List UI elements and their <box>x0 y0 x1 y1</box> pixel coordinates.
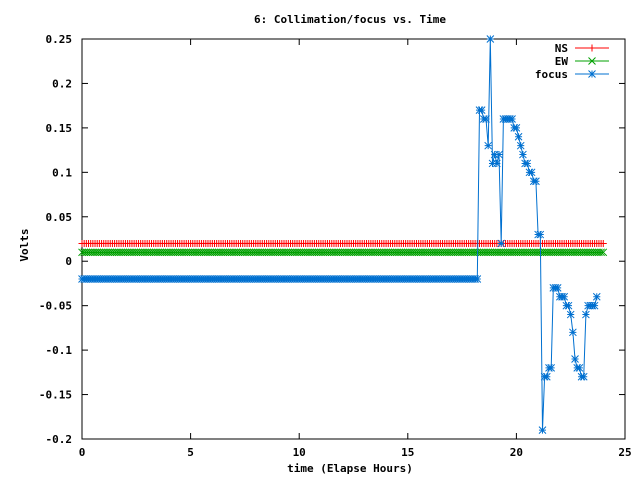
data-point-focus <box>560 292 569 301</box>
data-point-focus <box>590 301 599 310</box>
data-point-focus <box>488 159 497 168</box>
x-tick-label: 10 <box>293 446 306 459</box>
y-tick-label: 0 <box>65 255 72 268</box>
y-tick-label: -0.1 <box>46 344 73 357</box>
chart-title: 6: Collimation/focus vs. Time <box>254 13 446 26</box>
data-point-focus <box>512 124 521 132</box>
data-point-focus <box>482 115 490 123</box>
legend-label-ns: NS <box>555 42 568 55</box>
data-point-focus <box>523 159 532 168</box>
data-point-focus <box>571 355 579 363</box>
data-point-focus <box>579 372 588 381</box>
plot-area: -0.2 -0.15 -0.1 -0.05 0 0.05 0.1 0.15 0.2 0.25 0 5 1… <box>39 33 632 459</box>
data-point-focus <box>519 150 527 159</box>
y-tick-label: -0.15 <box>39 389 72 402</box>
data-point-focus <box>569 328 577 337</box>
data-point-focus <box>566 310 575 319</box>
data-point-focus <box>514 132 523 141</box>
x-axis-label: time (Elapse Hours) <box>287 462 413 475</box>
y-tick-label: 0.1 <box>52 166 72 179</box>
legend-marker-ew <box>588 57 596 65</box>
x-tick-label: 5 <box>187 446 194 459</box>
data-point-focus <box>516 141 525 150</box>
data-point-focus <box>582 310 590 319</box>
series-ns <box>78 239 607 247</box>
data-point-focus <box>473 275 482 283</box>
data-point-focus <box>575 364 584 372</box>
legend-label-focus: focus <box>535 68 568 81</box>
data-point-focus <box>492 159 501 168</box>
legend-marker-focus <box>588 70 596 78</box>
data-point-focus <box>553 284 562 292</box>
data-point-focus <box>564 301 573 310</box>
data-point-focus <box>484 141 493 150</box>
y-tick-label: -0.2 <box>46 433 73 446</box>
y-tick-label: 0.05 <box>46 211 73 224</box>
data-point-ns <box>599 239 607 247</box>
series-ew <box>78 248 608 257</box>
series-focus <box>78 35 601 434</box>
data-point-focus <box>547 364 556 372</box>
y-tick-label: 0.15 <box>46 122 73 135</box>
y-tick-label: -0.05 <box>39 300 72 313</box>
plot-frame <box>81 38 626 440</box>
data-point-focus <box>477 106 486 114</box>
data-point-focus <box>536 230 545 239</box>
data-point-focus <box>527 168 536 177</box>
x-tick-label: 25 <box>618 446 631 459</box>
data-point-ew <box>599 248 608 257</box>
legend-label-ew: EW <box>555 55 569 68</box>
series-line-focus <box>82 38 598 431</box>
data-point-focus <box>508 115 516 123</box>
data-point-focus <box>592 292 601 301</box>
x-tick-label: 20 <box>510 446 523 459</box>
data-point-focus <box>532 177 540 186</box>
data-point-ew <box>597 248 605 257</box>
data-point-focus <box>495 150 503 159</box>
data-point-focus <box>486 35 495 43</box>
x-tick-label: 15 <box>401 446 414 459</box>
x-tick-label: 0 <box>79 446 86 459</box>
legend-marker-ns <box>588 44 596 52</box>
data-point-focus <box>490 150 499 159</box>
data-point-focus <box>538 426 547 434</box>
y-axis-label: Volts <box>18 228 31 261</box>
y-tick-label: 0.2 <box>52 77 72 90</box>
y-tick-label: 0.25 <box>46 33 73 46</box>
data-point-focus <box>497 239 506 248</box>
data-point-focus <box>542 372 551 381</box>
